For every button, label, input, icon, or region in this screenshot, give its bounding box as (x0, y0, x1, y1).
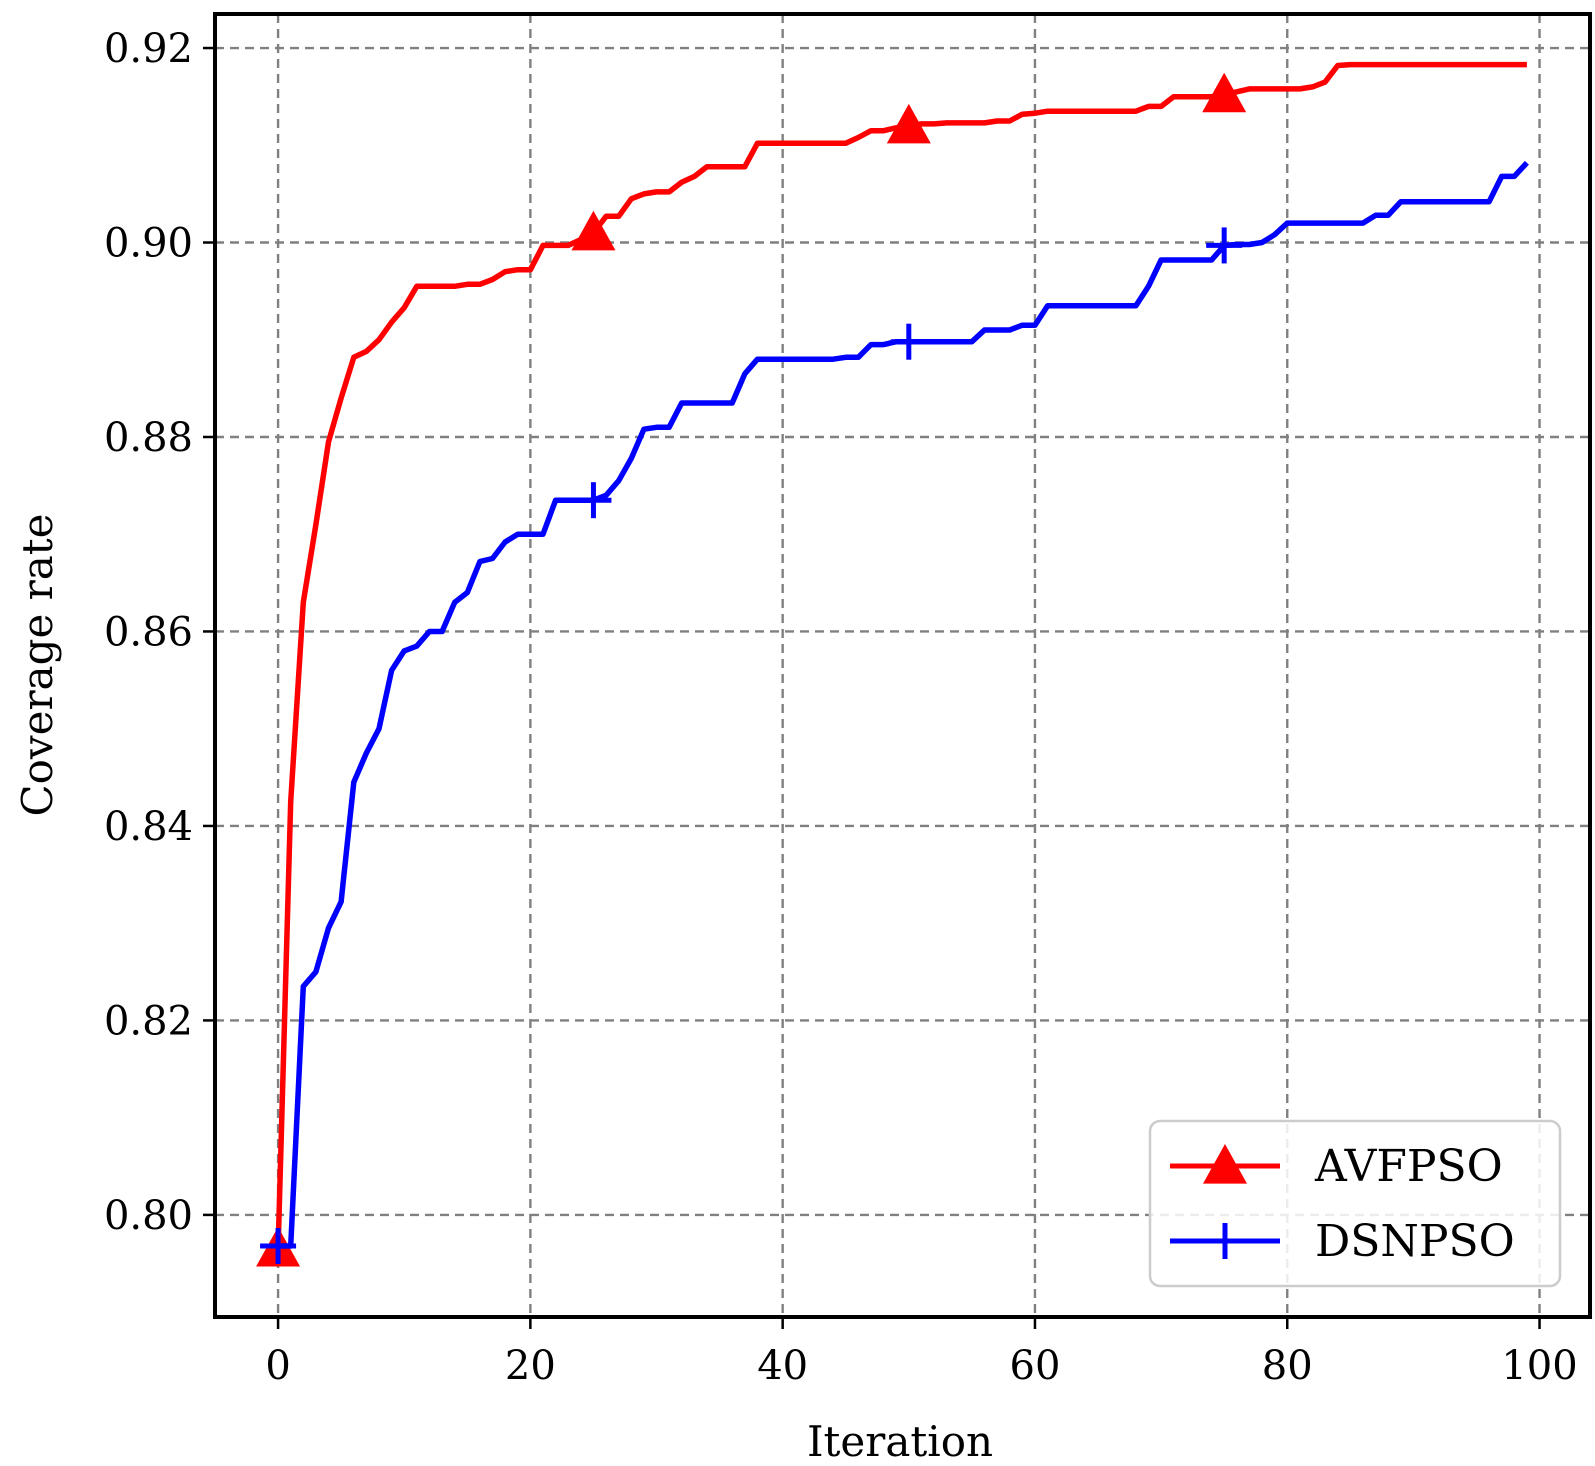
grid-layer (215, 14, 1590, 1317)
series-marker-avfpso (1202, 72, 1247, 113)
x-tick-label: 80 (1262, 1343, 1313, 1389)
legend-marker-avfpso (1203, 1144, 1247, 1184)
x-tick-label: 0 (265, 1343, 290, 1389)
legend-marker-dsnpso (1207, 1223, 1243, 1259)
series-line-avfpso (275, 61, 1527, 1249)
series-marker-dsnpso (260, 1228, 297, 1265)
series-layer (256, 61, 1529, 1267)
legend-label-avfpso: AVFPSO (1314, 1141, 1503, 1192)
series-marker-avfpso (571, 210, 616, 251)
series-marker-dsnpso (890, 323, 927, 360)
legend-marker-dsnpso (1207, 1223, 1243, 1259)
series-marker-avfpso (886, 103, 931, 144)
legend-box (1148, 1119, 1562, 1288)
y-tick-label: 0.88 (104, 415, 193, 461)
y-tick-label: 0.92 (104, 26, 193, 72)
y-tick-label: 0.80 (104, 1193, 193, 1239)
plot-frame (213, 12, 1592, 1319)
y-axis-label: Coverage rate (13, 513, 62, 816)
x-axis-label: Iteration (807, 1417, 993, 1466)
series-marker-dsnpso (1206, 227, 1243, 264)
legend-label-dsnpso: DSNPSO (1315, 1216, 1515, 1267)
y-tick-label: 0.90 (104, 221, 193, 267)
series-marker-dsnpso (575, 482, 612, 519)
legend-marker-avfpso (1203, 1144, 1247, 1184)
tick-layer: 0 20 40 60 80 100 0.80 0.82 0.84 0.86 0.88 0.90 0.92 (104, 26, 1578, 1389)
x-tick-label: 20 (505, 1343, 556, 1389)
legend: AVFPSO DSNPSO (1148, 1119, 1562, 1288)
y-tick-label: 0.84 (104, 804, 193, 850)
y-tick-label: 0.86 (104, 609, 193, 655)
x-tick-label: 60 (1010, 1343, 1061, 1389)
series-line-dsnpso (278, 160, 1529, 1249)
y-tick-label: 0.82 (104, 998, 193, 1044)
x-tick-label: 40 (757, 1343, 808, 1389)
x-tick-label: 100 (1501, 1343, 1577, 1389)
